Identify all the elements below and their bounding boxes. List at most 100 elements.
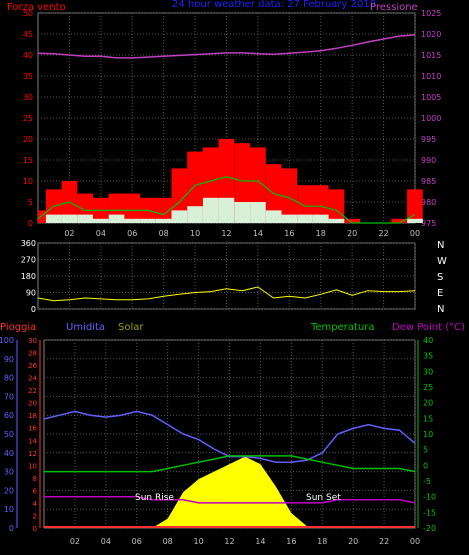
y-tick-label: 180 [21,272,36,281]
x-tick-label: 22 [379,537,389,546]
y-tick-label: -15 [423,508,436,517]
y-tick-label: -5 [423,477,431,486]
y-tick-label: 60 [4,411,14,420]
x-tick-label: 08 [163,537,173,546]
y-tick-label: 80 [4,374,14,383]
y-tick-label: 30 [423,367,433,376]
x-tick-label: 20 [347,229,357,238]
speed-bar [265,210,282,223]
x-tick-label: 12 [221,229,231,238]
climate-series [43,410,416,528]
y-tick-label: 2 [33,512,37,520]
x-tick-label: 06 [132,537,142,546]
speed-bar [45,214,62,223]
temperature-y-ticks: -20 -15 -10 -5 0 5 10 15 20 25 30 35 40 [417,336,436,533]
gust-bar [124,193,141,223]
y-tick-label: -20 [423,524,436,533]
rain-label: Pioggia [0,322,36,333]
y-tick-label: 5 [423,446,428,455]
pressure-axis-label: Pressione [370,2,418,13]
y-tick-label: 270 [21,256,36,265]
y-tick-label: 35 [423,352,433,361]
y-tick-label: 15 [23,156,33,165]
compass-label: E [437,288,443,299]
y-tick-label: 50 [23,9,33,18]
x-tick-label: 00 [410,537,420,546]
y-tick-label: 0 [33,525,37,533]
x-tick-label: 04 [96,229,106,238]
speed-bar [312,214,329,223]
y-tick-label: 980 [421,198,436,207]
sun-set-annotation: Sun Set [306,493,341,503]
temperature-label: Temperatura [310,322,375,333]
y-tick-label: 90 [26,289,36,298]
y-tick-label: 5 [28,198,33,207]
gust-bar [155,197,172,223]
y-tick-label: 26 [28,362,37,370]
speed-bar [124,218,141,223]
y-tick-label: 15 [423,414,433,423]
speed-bar [77,214,93,223]
y-tick-label: 985 [421,177,436,186]
gust-bar [297,185,313,223]
x-tick-label: 04 [101,537,111,546]
x-tick-label: 02 [64,229,74,238]
compass-label: N [437,240,444,251]
y-tick-label: 0 [9,524,14,533]
gust-bar [391,218,408,223]
y-tick-label: 1025 [421,9,441,18]
y-tick-label: 45 [23,30,33,39]
speed-bar [155,218,172,223]
y-tick-label: 18 [28,412,37,420]
x-tick-label: 22 [378,229,388,238]
y-tick-label: 16 [28,425,37,433]
y-tick-label: 40 [23,51,33,60]
direction-series [37,286,416,302]
y-tick-label: 1000 [421,114,441,123]
direction-y-ticks: 0 90 180 270 360 [21,239,36,314]
y-tick-label: 1005 [421,93,441,102]
pressure-line [37,34,416,59]
y-tick-label: 20 [4,486,14,495]
y-tick-label: 50 [4,430,14,439]
x-tick-label: 00 [410,229,420,238]
y-tick-label: 30 [23,93,33,102]
y-tick-label: 24 [28,375,37,383]
humidity-y-ticks: 0 10 20 30 40 50 60 70 80 90 100 [0,336,18,533]
y-tick-label: 70 [4,392,14,401]
gust-bar [312,185,329,223]
compass-label: S [437,272,443,283]
speed-bar [234,202,251,223]
y-tick-label: 22 [28,387,37,395]
y-tick-label: 12 [28,450,37,458]
speed-bar [407,218,423,223]
y-tick-label: -10 [423,493,436,502]
wind-avg-line [37,176,416,224]
pressure-y-ticks: 975 980 985 990 995 1000 1005 1010 1015 1020 1025 [421,9,441,228]
gust-bar [187,151,203,223]
gust-bar [344,218,360,223]
y-tick-label: 1010 [421,72,441,81]
y-tick-label: 100 [0,336,14,345]
x-tick-label: 10 [190,229,200,238]
x-tick-label: 08 [159,229,169,238]
x-tick-label: 10 [193,537,203,546]
y-tick-label: 10 [423,430,433,439]
y-tick-label: 4 [33,500,38,508]
y-tick-label: 975 [421,219,436,228]
x-tick-label: 02 [70,537,80,546]
y-tick-label: 30 [28,337,37,345]
y-tick-label: 10 [28,462,37,470]
x-tick-label: 16 [284,229,294,238]
speed-bar [202,197,219,223]
y-tick-label: 25 [423,383,433,392]
gust-bar [407,189,423,223]
dewpoint-label: Dew Point (°C) [392,322,465,333]
y-tick-label: 40 [4,449,14,458]
speed-bar [140,218,156,223]
climate-x-ticks: 02 04 06 08 10 12 14 16 18 20 22 00 [70,537,420,546]
wind-y-ticks: 0 5 10 15 20 25 30 35 40 45 50 [23,9,33,228]
direction-panel-grid [38,242,416,310]
